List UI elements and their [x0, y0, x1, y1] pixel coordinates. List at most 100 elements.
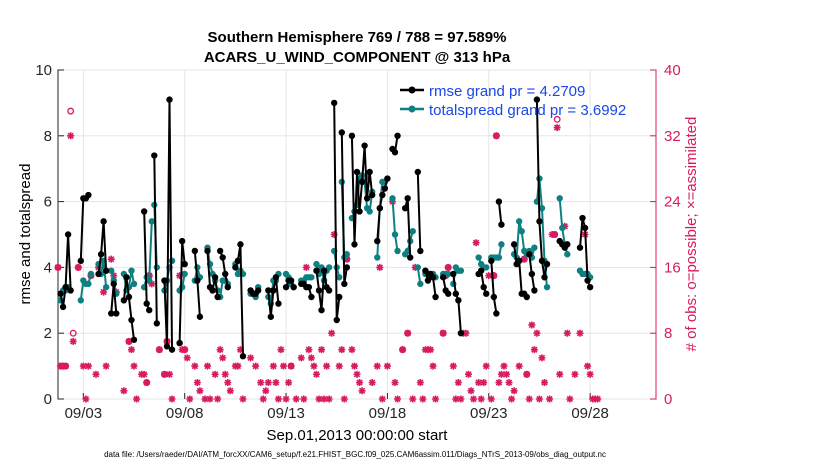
x-tick-label: 09/08 [166, 405, 204, 422]
obs-assimilated-marker [480, 379, 488, 387]
rmse-point [510, 241, 518, 248]
rmse-point [483, 290, 490, 297]
obs-assimilated-marker [196, 387, 204, 395]
obs-assimilated-marker [538, 354, 546, 362]
rmse-point [305, 283, 313, 291]
obs-assimilated-marker [226, 387, 234, 395]
obs-assimilated-marker [464, 370, 472, 378]
y-tick-label-right: 24 [664, 194, 681, 211]
obs-assimilated-marker [300, 395, 308, 403]
obs-assimilated-marker [520, 255, 528, 263]
obs-assimilated-marker [584, 362, 592, 370]
legend-rmse-marker [408, 86, 416, 94]
obs-assimilated-marker [439, 329, 447, 337]
totalspread-point [483, 264, 490, 271]
obs-assimilated-marker [165, 370, 173, 378]
obs-assimilated-marker [530, 346, 538, 354]
y-axis-right-label: # of obs: o=possible; ×=assimilated [683, 117, 700, 352]
rmse-point [407, 254, 414, 261]
rmse-point [232, 264, 239, 271]
obs-assimilated-marker [67, 132, 75, 140]
obs-assimilated-marker [214, 395, 222, 403]
obs-assimilated-marker [426, 346, 434, 354]
y-tick-label-left: 6 [44, 194, 52, 211]
rmse-point [318, 306, 325, 314]
totalspread-point [391, 231, 399, 238]
obs-assimilated-marker [264, 379, 272, 387]
rmse-point [320, 267, 328, 274]
rmse-point [97, 251, 105, 258]
obs-assimilated-marker [239, 395, 247, 403]
totalspread-point [394, 247, 401, 255]
y-tick-label-left: 0 [44, 391, 52, 408]
obs-assimilated-marker [432, 395, 440, 403]
y-tick-label-left: 8 [44, 128, 52, 145]
rmse-point [267, 313, 275, 320]
rmse-point [57, 290, 64, 297]
rmse-point [495, 198, 503, 205]
rmse-point [62, 283, 69, 291]
rmse-point [379, 191, 386, 199]
totalspread-point [414, 264, 422, 271]
rmse-point [272, 274, 280, 281]
obs-assimilated-marker [307, 354, 315, 362]
rmse-point [432, 293, 439, 301]
obs-assimilated-marker [292, 395, 300, 403]
rmse-point [341, 280, 348, 288]
rmse-point [64, 231, 72, 238]
rmse-point [219, 254, 226, 261]
rmse-point [528, 270, 536, 278]
rmse-point [214, 293, 221, 301]
totalspread-point [556, 195, 563, 202]
totalspread-point [374, 254, 381, 261]
rmse-point [191, 247, 199, 255]
obs-assimilated-marker [391, 379, 399, 387]
obs-assimilated-marker [204, 362, 211, 370]
y-tick-label-left: 10 [35, 62, 52, 79]
rmse-point [439, 274, 447, 281]
rmse-point [325, 287, 333, 294]
obs-assimilated-marker [487, 395, 495, 403]
totalspread-point [518, 228, 525, 235]
totalspread-point [336, 274, 343, 281]
rmse-point [181, 260, 188, 268]
y-axis-left-label: rmse and totalspread [17, 164, 34, 305]
obs-assimilated-marker [444, 263, 452, 271]
rmse-point [313, 267, 320, 274]
totalspread-point [475, 254, 482, 261]
obs-assimilated-marker [508, 395, 516, 403]
obs-assimilated-marker [505, 379, 513, 387]
totalspread-point [85, 280, 92, 288]
rmse-point [498, 221, 505, 228]
y-tick-label-right: 0 [664, 391, 672, 408]
obs-possible-marker [67, 107, 75, 115]
obs-assimilated-marker [224, 379, 232, 387]
rmse-point [100, 218, 107, 225]
obs-assimilated-marker [356, 379, 364, 387]
obs-assimilated-marker [219, 354, 227, 362]
rmse-point [95, 270, 102, 278]
rmse-segment [97, 220, 108, 275]
rmse-point [234, 257, 242, 265]
obs-assimilated-marker [282, 395, 290, 403]
totalspread-point [148, 218, 155, 225]
rmse-point [366, 168, 373, 176]
rmse-point [369, 191, 376, 199]
totalspread-point [146, 277, 153, 284]
rmse-point [351, 241, 358, 248]
legend-rmse-label: rmse grand pr = 4.2709 [429, 83, 585, 100]
obs-assimilated-marker [454, 379, 462, 387]
rmse-point [237, 241, 244, 248]
rmse-point [163, 343, 171, 350]
rmse-point [102, 267, 110, 274]
rmse-point [480, 283, 487, 291]
obs-assimilated-marker [211, 370, 219, 378]
rmse-point [143, 300, 150, 307]
rmse-point [488, 257, 495, 265]
obs-assimilated-marker [546, 395, 554, 403]
totalspread-point [343, 251, 351, 258]
rmse-point [130, 336, 138, 343]
obs-assimilated-marker [69, 337, 77, 345]
totalspread-point [417, 280, 424, 288]
